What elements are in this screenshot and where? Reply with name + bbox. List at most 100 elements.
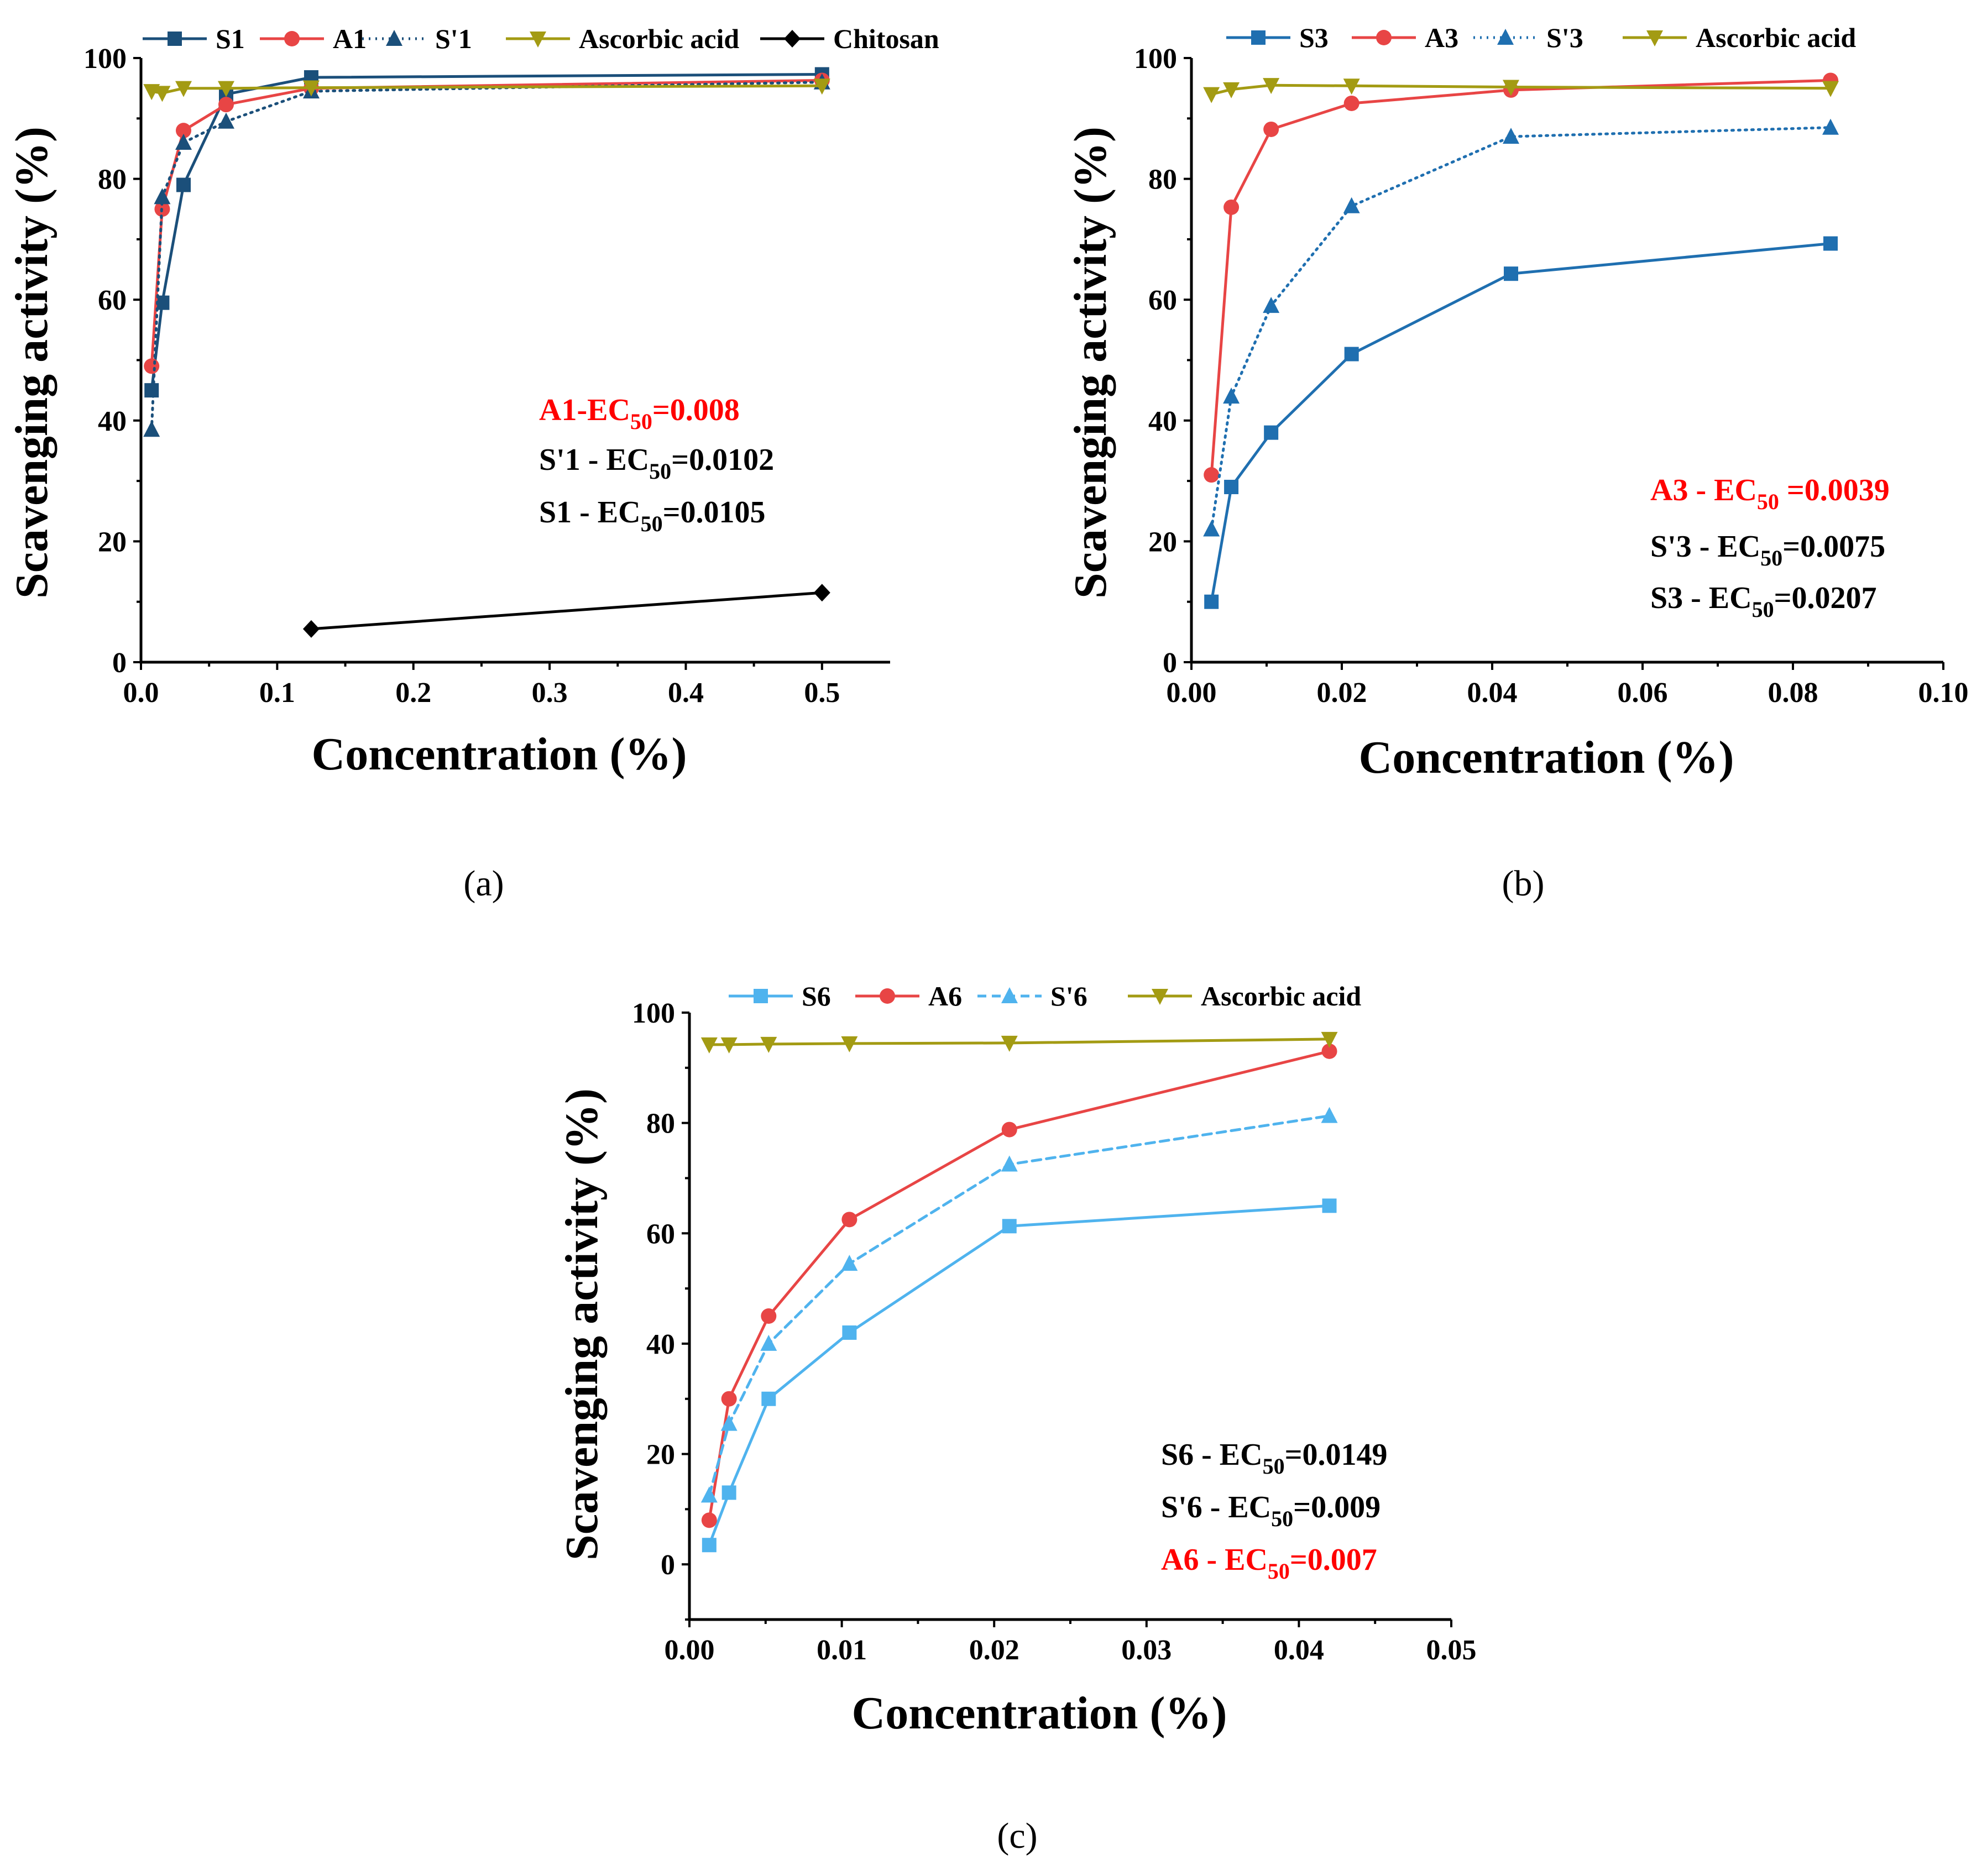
data-point <box>175 81 192 97</box>
ec50-value: =0.0207 <box>1774 581 1877 615</box>
panel-a-xlabel: Concentration (%) <box>312 729 687 780</box>
data-point <box>218 97 234 113</box>
panel-a-ytick-label: 20 <box>98 526 127 558</box>
series-line <box>150 78 824 368</box>
legend-label: S3 <box>1299 22 1329 53</box>
legend-marker <box>1497 29 1514 45</box>
legend-marker <box>1376 30 1392 45</box>
panel-a-ytick-label: 40 <box>98 406 127 437</box>
legend-label: S'3 <box>1546 22 1583 53</box>
panel-a-series-s-1 <box>143 73 830 437</box>
panel-a-xtick-label: 0.5 <box>804 677 840 709</box>
panel-a-axes <box>139 58 890 664</box>
panel-c-series-ascorbic-acid <box>700 1031 1338 1054</box>
data-point <box>700 1486 718 1503</box>
data-point <box>1204 594 1219 609</box>
legend-label: A1 <box>333 23 367 54</box>
data-point <box>1203 87 1220 103</box>
data-point <box>1263 121 1279 137</box>
ec50-value: =0.0039 <box>1779 473 1890 507</box>
panel-c-legend-item: S6 <box>729 981 831 1012</box>
panel-a-legend-item: S'1 <box>362 23 472 54</box>
ec50-subscript: 50 <box>1268 1559 1290 1584</box>
ec50-subscript: 50 <box>649 459 671 484</box>
panel-c-series-s6 <box>702 1198 1337 1553</box>
panel-a-ec50-annotation: S1 - EC50=0.0105 <box>539 495 766 536</box>
panel-b-ytick-label: 100 <box>1134 43 1177 75</box>
legend-marker <box>754 989 768 1003</box>
legend-marker <box>1152 989 1168 1005</box>
ec50-value: =0.008 <box>652 393 740 427</box>
data-point <box>841 1255 858 1271</box>
series-line <box>1210 126 1832 531</box>
panel-b-ec50-annotation: S'3 - EC50=0.0075 <box>1650 530 1885 570</box>
data-point <box>1001 1155 1018 1172</box>
ec50-prefix: A1-EC <box>539 393 630 427</box>
panel-c-ec50-annotation: S6 - EC50=0.0149 <box>1161 1438 1388 1479</box>
data-point <box>761 1308 777 1324</box>
data-point <box>1263 78 1280 95</box>
data-point <box>217 112 234 129</box>
ec50-prefix: S1 - EC <box>539 495 641 530</box>
panel-a-ytick-label: 80 <box>98 164 127 196</box>
data-point <box>700 1037 718 1054</box>
data-point <box>1204 467 1220 483</box>
panel-a-legend-item: Ascorbic acid <box>506 23 739 54</box>
panel-b-ytick-label: 20 <box>1148 526 1177 558</box>
panel-c-ytick-label: 20 <box>646 1439 675 1471</box>
panel-c-legend-item: S'6 <box>977 981 1087 1012</box>
ec50-subscript: 50 <box>1752 597 1774 622</box>
panel-b-ytick-label: 40 <box>1148 406 1177 437</box>
panel-b-ytick-label: 0 <box>1163 647 1177 679</box>
panel-b-xtick-label: 0.10 <box>1918 677 1969 709</box>
ec50-prefix: S6 - EC <box>1161 1438 1263 1472</box>
panel-c-xtick-label: 0.04 <box>1274 1634 1324 1666</box>
data-point <box>720 1414 738 1431</box>
data-point <box>1344 347 1359 361</box>
ec50-value: =0.0105 <box>663 495 766 530</box>
ec50-value: =0.0075 <box>1782 530 1885 564</box>
caption-c: (c) <box>997 1816 1037 1856</box>
panel-b-legend-item: A3 <box>1352 22 1458 53</box>
data-point <box>721 1391 737 1407</box>
panel-c-ytick-label: 60 <box>646 1218 675 1250</box>
panel-b-legend-item: Ascorbic acid <box>1623 22 1856 53</box>
data-point <box>760 1334 777 1351</box>
ec50-prefix: A3 - EC <box>1650 473 1757 507</box>
panel-a-xtick-label: 0.4 <box>668 677 704 709</box>
ec50-prefix: A6 - EC <box>1161 1543 1268 1577</box>
data-point <box>1263 297 1280 313</box>
panel-c-ytick-label: 0 <box>661 1549 675 1581</box>
panel-a-ytick-label: 60 <box>98 285 127 316</box>
data-point <box>761 1391 776 1406</box>
data-point <box>1343 78 1360 95</box>
data-point <box>842 1325 857 1340</box>
legend-label: A6 <box>928 981 962 1012</box>
data-point <box>1224 480 1239 495</box>
panel-a-ylabel: Scavenging activity (%) <box>6 127 57 599</box>
ec50-subscript: 50 <box>1271 1506 1293 1531</box>
data-point <box>813 584 830 602</box>
data-point <box>1223 199 1240 215</box>
series-line <box>150 73 824 392</box>
panel-c-xtick-label: 0.05 <box>1426 1634 1477 1666</box>
panel-c: Scavenging activity (%) Concentration (%… <box>556 981 1477 1739</box>
data-point <box>841 1036 858 1052</box>
legend-marker <box>1646 30 1663 46</box>
series-line <box>708 1114 1331 1497</box>
data-point <box>302 620 320 638</box>
panel-a-legend-item: A1 <box>260 23 367 54</box>
panel-c-xtick-label: 0.01 <box>817 1634 867 1666</box>
data-point <box>1503 128 1519 144</box>
panel-a-ytick-label: 100 <box>83 43 127 75</box>
legend-label: S'6 <box>1050 981 1087 1012</box>
panel-c-ec50-annotation: S'6 - EC50=0.009 <box>1161 1490 1381 1531</box>
panel-b-ytick-label: 80 <box>1148 164 1177 196</box>
panel-c-ytick-label: 100 <box>632 998 675 1029</box>
data-point <box>144 383 159 398</box>
data-point <box>1321 1043 1337 1059</box>
panel-c-ylabel: Scavenging activity (%) <box>556 1088 608 1560</box>
data-point <box>1343 95 1359 111</box>
legend-label: S'1 <box>435 23 472 54</box>
